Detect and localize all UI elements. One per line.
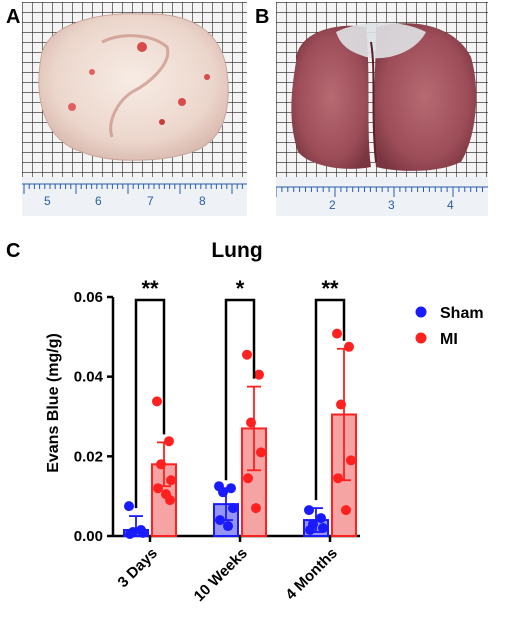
- data-point-mi: [243, 473, 253, 484]
- data-point-mi: [153, 483, 163, 494]
- data-point-sham: [125, 529, 135, 540]
- data-point-mi: [254, 369, 264, 380]
- data-point-mi: [344, 341, 354, 352]
- data-point-sham: [215, 515, 225, 526]
- ruler-b-label: 4: [447, 198, 454, 212]
- significance-stars: *: [236, 276, 245, 301]
- data-point-mi: [246, 417, 256, 428]
- legend-marker-sham: [415, 306, 427, 318]
- data-point-mi: [152, 396, 162, 407]
- data-point-sham: [316, 513, 326, 524]
- panel-label-b: B: [255, 6, 270, 28]
- data-point-sham: [228, 503, 238, 514]
- x-tick-label: 3 Days: [115, 545, 161, 591]
- panel-label-c: C: [6, 240, 21, 262]
- y-tick-label: 0.02: [74, 448, 103, 465]
- significance-stars: **: [141, 276, 159, 301]
- data-point-sham: [304, 505, 314, 516]
- y-tick-label: 0.04: [74, 369, 104, 386]
- y-tick-label: 0.06: [74, 289, 103, 306]
- significance-stars: **: [321, 276, 339, 301]
- data-point-sham: [138, 527, 148, 538]
- data-point-sham: [218, 487, 228, 498]
- legend-label-sham: Sham: [440, 305, 484, 322]
- data-point-sham: [124, 501, 134, 512]
- data-point-mi: [156, 459, 166, 470]
- significance-bracket: [224, 298, 256, 481]
- data-point-mi: [242, 349, 252, 360]
- data-point-mi: [165, 495, 175, 506]
- data-point-sham: [318, 523, 328, 534]
- data-point-mi: [346, 455, 356, 466]
- data-point-mi: [166, 475, 176, 486]
- x-tick-label: 10 Weeks: [191, 545, 251, 605]
- ruler-a-label: 5: [44, 194, 51, 208]
- significance-bracket: [134, 298, 166, 509]
- significance-bracket: [314, 298, 346, 501]
- chart-title: Lung: [211, 239, 262, 262]
- data-point-mi: [251, 503, 261, 514]
- x-tick-label: 4 Months: [282, 545, 341, 604]
- ruler-a-label: 8: [199, 194, 206, 208]
- data-point-sham: [226, 483, 236, 494]
- legend-marker-mi: [415, 332, 427, 344]
- data-point-sham: [223, 521, 233, 532]
- evans-blue-bar-chart: Lung Evans Blue (mg/g) 0.00 0.02 0.04 0.06 3…: [45, 239, 484, 605]
- photo-lung-sham: 5 6 7 8: [22, 2, 247, 216]
- ruler-a-label: 6: [95, 194, 102, 208]
- data-point-mi: [164, 436, 174, 447]
- y-tick-label: 0.00: [74, 528, 103, 545]
- data-point-mi: [333, 473, 343, 484]
- y-axis-label: Evans Blue (mg/g): [45, 333, 62, 473]
- photo-lung-mi: 2 3 4: [276, 2, 488, 216]
- ruler-b-label: 2: [329, 198, 336, 212]
- data-point-mi: [336, 399, 346, 410]
- data-point-mi: [341, 505, 351, 516]
- data-point-mi: [256, 447, 266, 458]
- ruler-a-label: 7: [147, 194, 154, 208]
- legend-label-mi: MI: [440, 331, 458, 348]
- ruler-b-label: 3: [388, 198, 395, 212]
- panel-label-a: A: [6, 6, 21, 28]
- data-point-mi: [332, 328, 342, 339]
- data-point-sham: [305, 525, 315, 536]
